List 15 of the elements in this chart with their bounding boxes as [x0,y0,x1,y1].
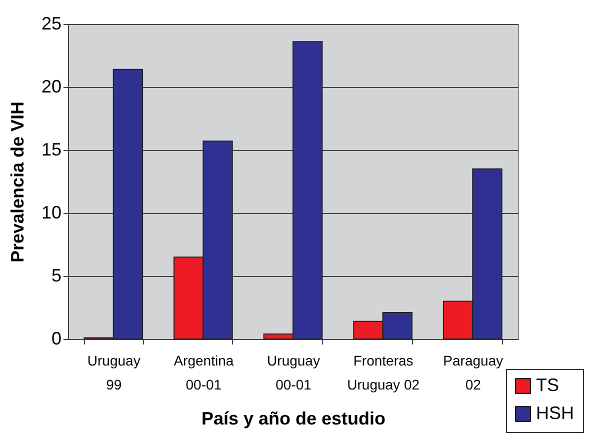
y-tick-label: 0 [51,328,62,348]
x-axis-title: País y año de estudio [201,408,386,428]
legend-label: TS [536,375,560,395]
x-tick-label: Argentina 00-01 [174,352,234,392]
x-tick-label: Paraguay 02 [443,352,504,392]
x-tick-label: Uruguay 99 [87,352,140,392]
y-tick-label: 15 [41,140,62,160]
legend-label: HSH [536,403,574,423]
y-tick-label: 25 [41,14,62,34]
x-tick-label: Uruguay 00-01 [267,352,320,392]
y-tick-label: 20 [41,76,62,96]
x-tick-label: Fronteras Uruguay 02 [347,352,420,392]
y-axis-title: Prevalencia de VIH [7,101,28,263]
y-tick-label: 10 [41,202,62,222]
y-tick-label: 5 [51,266,62,286]
